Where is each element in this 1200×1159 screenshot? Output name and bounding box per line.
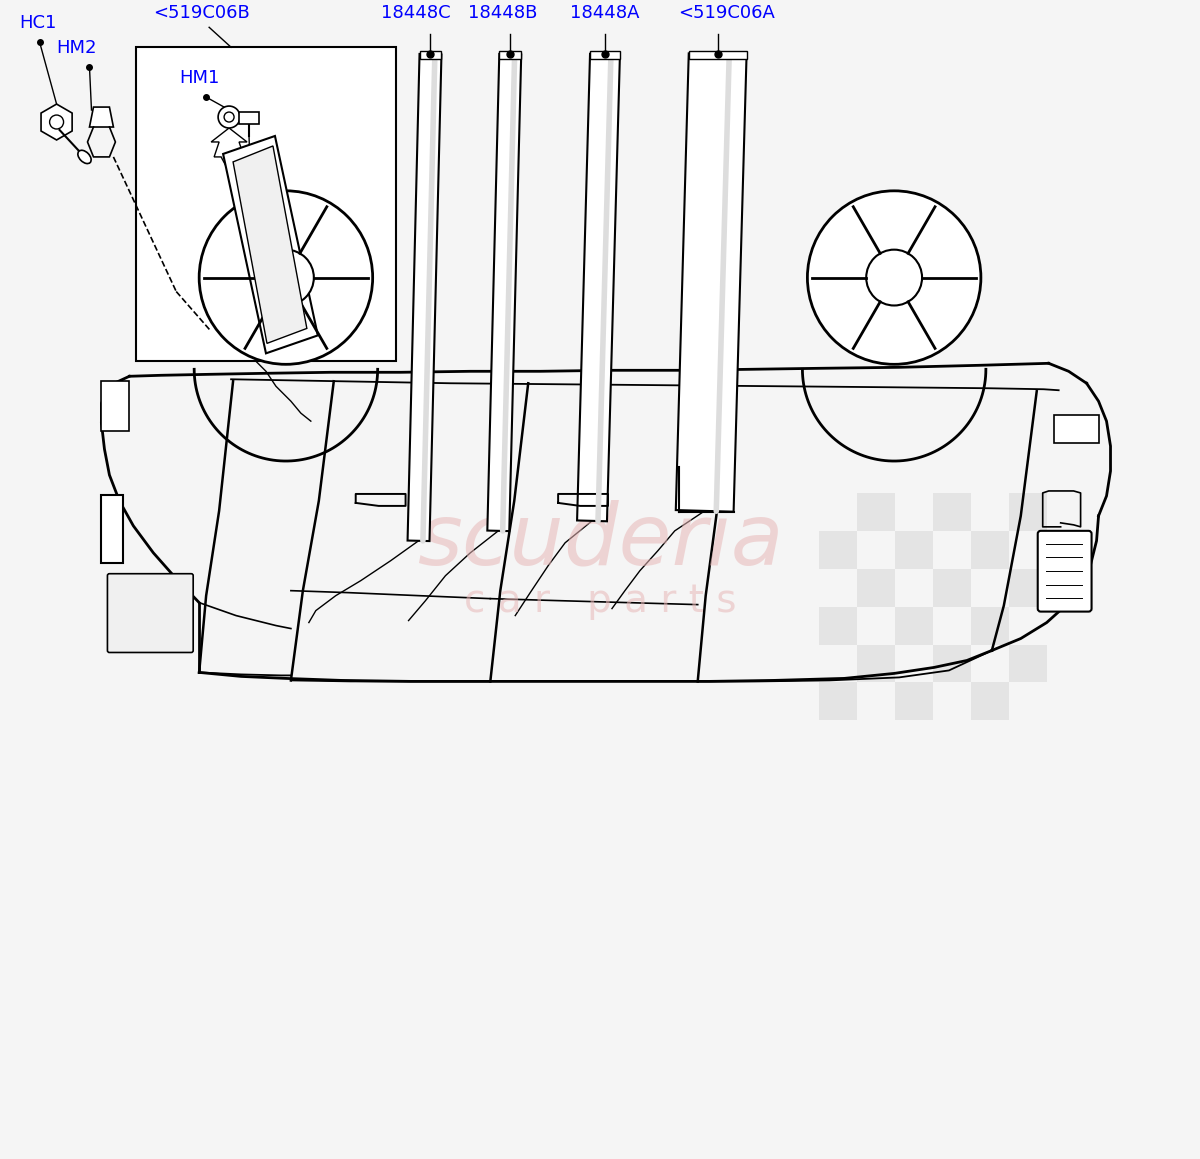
Polygon shape [41, 104, 72, 140]
Bar [102, 381, 130, 431]
Bar [857, 644, 895, 683]
FancyBboxPatch shape [1038, 531, 1092, 612]
Bar [499, 51, 521, 59]
Polygon shape [90, 107, 114, 127]
Text: <519C06A: <519C06A [678, 5, 775, 22]
Bar [137, 48, 396, 362]
Bar [895, 683, 934, 720]
Bar [1009, 644, 1046, 683]
Bar [895, 606, 934, 644]
Circle shape [49, 115, 64, 129]
Bar [420, 51, 442, 59]
Circle shape [199, 191, 373, 364]
Bar [895, 531, 934, 569]
Bar [971, 531, 1009, 569]
Text: HM2: HM2 [56, 39, 97, 57]
Circle shape [218, 107, 240, 127]
Bar [857, 493, 895, 531]
Polygon shape [487, 54, 521, 531]
Bar [820, 606, 857, 644]
Text: HM1: HM1 [179, 70, 220, 87]
Bar [590, 51, 620, 59]
Bar [1054, 415, 1098, 443]
Bar [857, 569, 895, 606]
Text: 18448A: 18448A [570, 5, 640, 22]
Bar [239, 112, 259, 124]
Polygon shape [408, 54, 442, 541]
Bar [934, 493, 971, 531]
FancyBboxPatch shape [108, 574, 193, 653]
Bar [1009, 493, 1046, 531]
Text: <519C06B: <519C06B [154, 5, 250, 22]
Text: 18448B: 18448B [468, 5, 538, 22]
Polygon shape [577, 53, 620, 522]
Circle shape [866, 249, 922, 306]
Text: scuderia: scuderia [416, 500, 784, 582]
Text: HC1: HC1 [19, 14, 58, 32]
Text: 18448C: 18448C [380, 5, 450, 22]
Polygon shape [211, 127, 247, 172]
Circle shape [808, 191, 980, 364]
Circle shape [224, 112, 234, 122]
Bar [971, 606, 1009, 644]
Bar [971, 683, 1009, 720]
Bar [934, 644, 971, 683]
Circle shape [258, 249, 314, 306]
Polygon shape [676, 53, 746, 512]
Bar [1009, 569, 1046, 606]
Text: c a r   p a r t s: c a r p a r t s [463, 582, 737, 620]
Bar [102, 495, 124, 563]
Ellipse shape [78, 151, 91, 163]
Polygon shape [223, 136, 318, 353]
Polygon shape [233, 146, 307, 343]
Bar [820, 683, 857, 720]
Bar [820, 531, 857, 569]
Bar [934, 569, 971, 606]
Bar [689, 51, 746, 59]
